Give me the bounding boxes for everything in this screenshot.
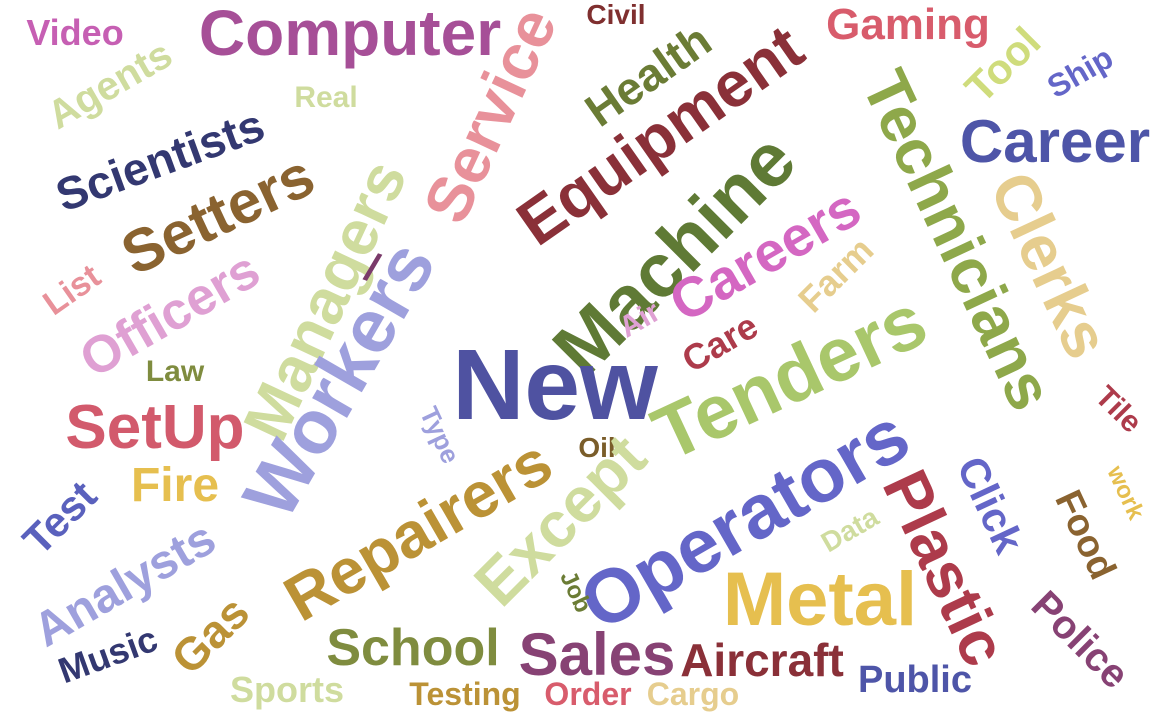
word-aircraft: Aircraft (680, 634, 844, 686)
word-video: Video (26, 12, 124, 53)
word-computer: Computer (198, 0, 502, 69)
word-testing: Testing (409, 676, 521, 712)
word-food: Food (1046, 484, 1124, 586)
word-new: New (452, 329, 658, 441)
word-fire: Fire (130, 459, 220, 512)
word-sports: Sports (229, 669, 345, 710)
word-oil: Oil (578, 432, 616, 463)
word-setup: SetUp (65, 393, 245, 462)
word-gas: Gas (160, 585, 260, 685)
word-career: Career (959, 108, 1151, 175)
word-work: work (1101, 461, 1150, 524)
word-metal: Metal (722, 557, 918, 642)
word-civil: Civil (586, 0, 646, 30)
word-gaming: Gaming (826, 0, 990, 49)
word-law: Law (145, 355, 205, 388)
word-ship: Ship (1040, 39, 1120, 105)
word-tile: Tile (1088, 379, 1149, 440)
word-police: Police (1022, 582, 1138, 698)
word-order: Order (544, 676, 632, 712)
word-public: Public (857, 659, 973, 701)
word-list: List (36, 257, 108, 323)
word-real: Real (294, 81, 358, 114)
word-school: School (326, 619, 500, 677)
word-test: Test (13, 471, 106, 564)
word-sales: Sales (518, 621, 676, 688)
word-cargo: Cargo (646, 676, 740, 712)
